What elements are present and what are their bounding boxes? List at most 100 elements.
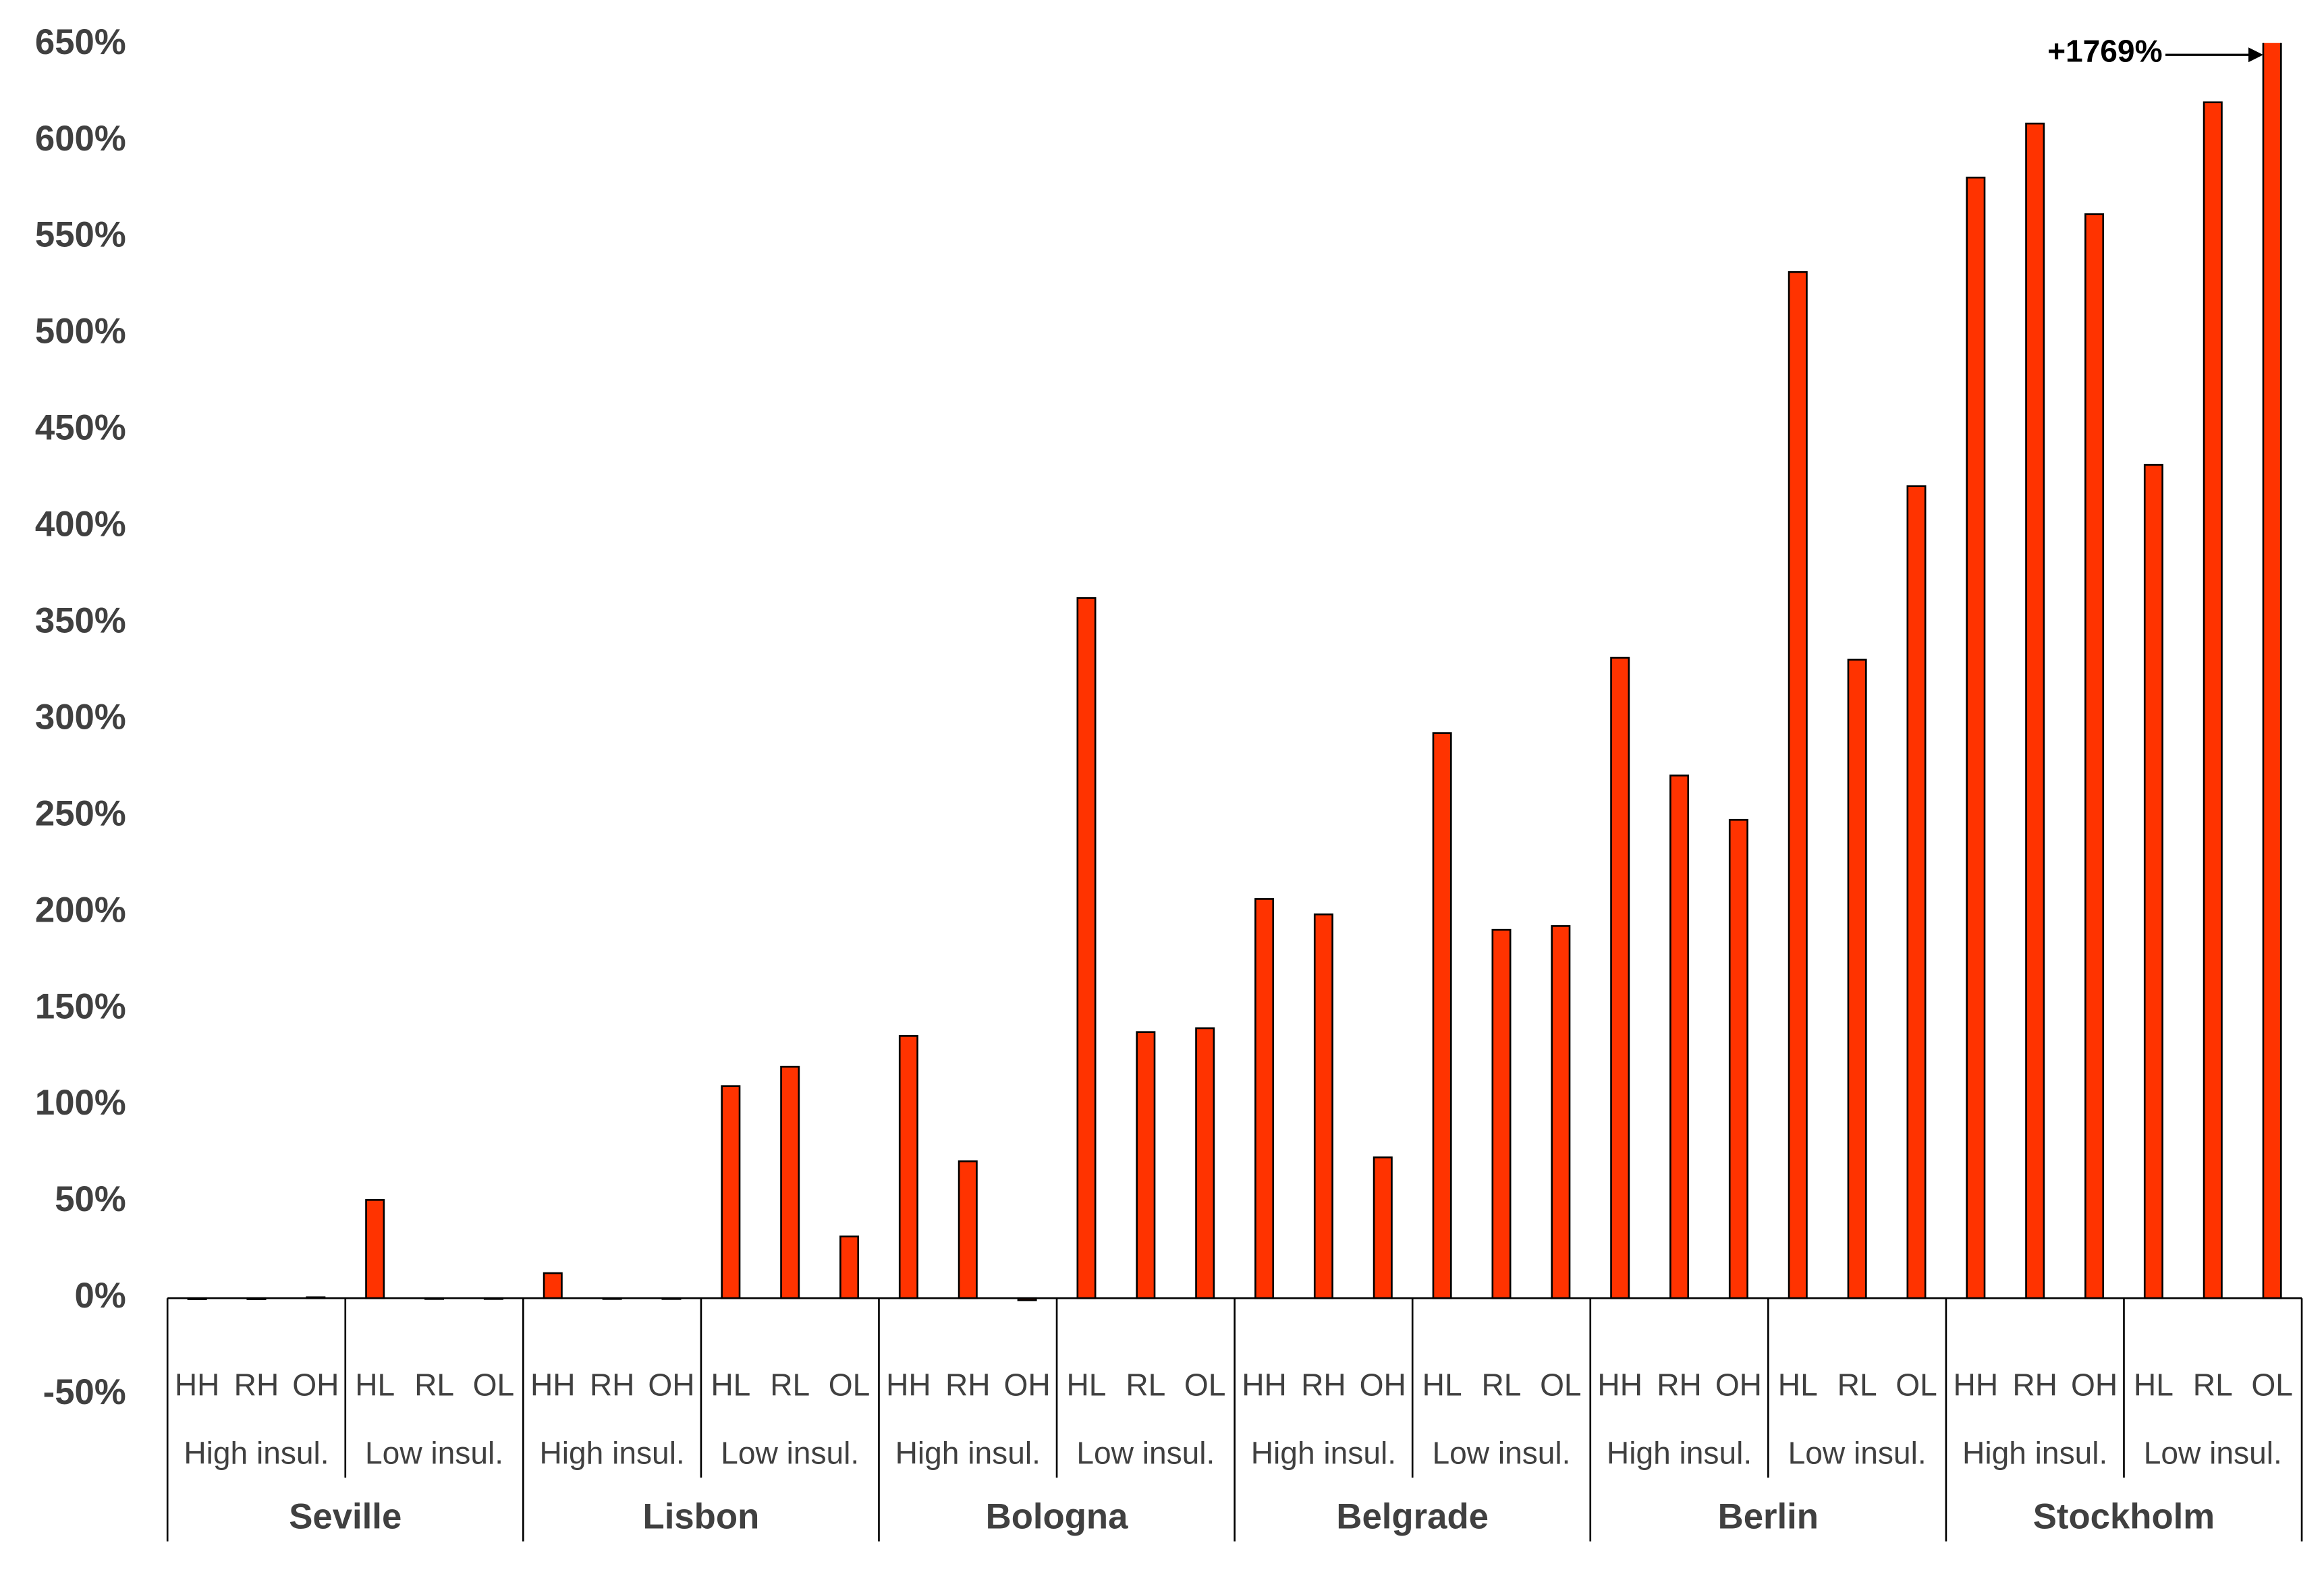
x-tick-label: HH	[1954, 1367, 1999, 1402]
x-tick-label: RH	[590, 1367, 635, 1402]
x-tick-label: RL	[1482, 1367, 1522, 1402]
y-tick-label: 550%	[35, 215, 126, 255]
bar	[898, 1035, 918, 1299]
x-tick-label: RL	[1126, 1367, 1165, 1402]
bar	[1076, 597, 1097, 1299]
bar	[721, 1085, 741, 1299]
subgroup-label: High insul.	[895, 1435, 1041, 1470]
x-tick-label: OL	[829, 1367, 870, 1402]
x-tick-label: OL	[1896, 1367, 1937, 1402]
bar	[1254, 898, 1275, 1299]
group-label: Bologna	[986, 1497, 1128, 1537]
x-tick-label: HH	[886, 1367, 931, 1402]
y-tick-label: 650%	[35, 22, 126, 62]
x-tick-label: HH	[530, 1367, 576, 1402]
subgroup-label: High insul.	[184, 1435, 329, 1470]
x-tick-label: HL	[2134, 1367, 2174, 1402]
x-tick-label: HL	[1067, 1367, 1107, 1402]
bar	[1491, 928, 1512, 1299]
bar	[1788, 271, 1808, 1299]
bar	[1966, 176, 1986, 1299]
bar	[2025, 122, 2045, 1299]
bar	[1847, 658, 1867, 1299]
x-tick-label: HL	[1422, 1367, 1462, 1402]
x-tick-label: OL	[473, 1367, 515, 1402]
x-tick-label: RH	[1657, 1367, 1702, 1402]
x-tick-label: OH	[292, 1367, 339, 1402]
bar	[1313, 913, 1333, 1299]
x-tick-label: OH	[1715, 1367, 1762, 1402]
group-label: Seville	[289, 1497, 402, 1537]
bar	[1136, 1031, 1156, 1299]
y-tick-label: 300%	[35, 697, 126, 737]
x-tick-label: RL	[2193, 1367, 2233, 1402]
y-tick-label: 0%	[75, 1276, 126, 1316]
x-tick-label: OL	[1540, 1367, 1582, 1402]
subgroup-label: Low insul.	[1788, 1435, 1927, 1470]
bar	[1728, 818, 1748, 1299]
bar	[780, 1065, 800, 1299]
bar	[1195, 1027, 1215, 1299]
x-tick-label: OH	[648, 1367, 694, 1402]
x-tick-label: RL	[414, 1367, 454, 1402]
x-tick-label: HL	[355, 1367, 395, 1402]
y-tick-label: -50%	[43, 1372, 126, 1412]
subgroup-label: Low insul.	[1076, 1435, 1215, 1470]
bar	[958, 1160, 978, 1299]
bar	[2084, 213, 2105, 1299]
x-tick-label: RH	[1301, 1367, 1346, 1402]
y-tick-label: 50%	[55, 1179, 126, 1219]
y-tick-label: 250%	[35, 793, 126, 833]
y-tick-label: 350%	[35, 601, 126, 641]
y-tick-label: 150%	[35, 986, 126, 1026]
value-label: +1769%	[2047, 33, 2163, 68]
subgroup-label: Low insul.	[1432, 1435, 1570, 1470]
y-tick-label: 500%	[35, 312, 126, 352]
subgroup-label: High insul.	[1962, 1435, 2107, 1470]
x-tick-label: RH	[945, 1367, 991, 1402]
bar	[2203, 101, 2223, 1299]
subgroup-label: High insul.	[1607, 1435, 1752, 1470]
x-tick-label: HH	[1242, 1367, 1287, 1402]
bar	[1373, 1156, 1393, 1299]
bar	[543, 1272, 563, 1299]
x-tick-label: HH	[1597, 1367, 1642, 1402]
y-tick-label: 400%	[35, 505, 126, 544]
subgroup-label: Low insul.	[2144, 1435, 2282, 1470]
bar	[365, 1199, 385, 1299]
subgroup-label: High insul.	[1251, 1435, 1396, 1470]
group-label: Lisbon	[643, 1497, 760, 1537]
bar	[2143, 463, 2163, 1299]
y-tick-label: 600%	[35, 119, 126, 159]
bar	[839, 1235, 860, 1299]
x-tick-label: OH	[2071, 1367, 2118, 1402]
y-tick-label: 100%	[35, 1083, 126, 1123]
x-tick-label: HL	[711, 1367, 750, 1402]
x-tick-label: OL	[2251, 1367, 2293, 1402]
y-tick-label: 450%	[35, 408, 126, 448]
x-tick-label: RL	[770, 1367, 810, 1402]
bars	[187, 43, 2282, 1301]
bar	[1551, 925, 1571, 1299]
x-tick-label: HL	[1778, 1367, 1818, 1402]
subgroup-label: High insul.	[539, 1435, 684, 1470]
x-tick-label: OL	[1184, 1367, 1226, 1402]
bar	[2262, 43, 2282, 1299]
bar	[1669, 775, 1690, 1299]
group-label: Belgrade	[1336, 1497, 1489, 1537]
bar	[1610, 656, 1630, 1299]
x-tick-label: RH	[2012, 1367, 2057, 1402]
bar	[1432, 732, 1452, 1299]
bar	[1906, 485, 1927, 1299]
y-tick-label: 200%	[35, 890, 126, 930]
group-label: Berlin	[1718, 1497, 1819, 1537]
subgroup-label: Low insul.	[365, 1435, 503, 1470]
subgroup-label: Low insul.	[721, 1435, 859, 1470]
x-tick-label: RL	[1837, 1367, 1877, 1402]
x-tick-label: RH	[234, 1367, 279, 1402]
x-tick-label: HH	[175, 1367, 220, 1402]
x-tick-label: OH	[1004, 1367, 1051, 1402]
arrow-head	[2248, 47, 2263, 63]
